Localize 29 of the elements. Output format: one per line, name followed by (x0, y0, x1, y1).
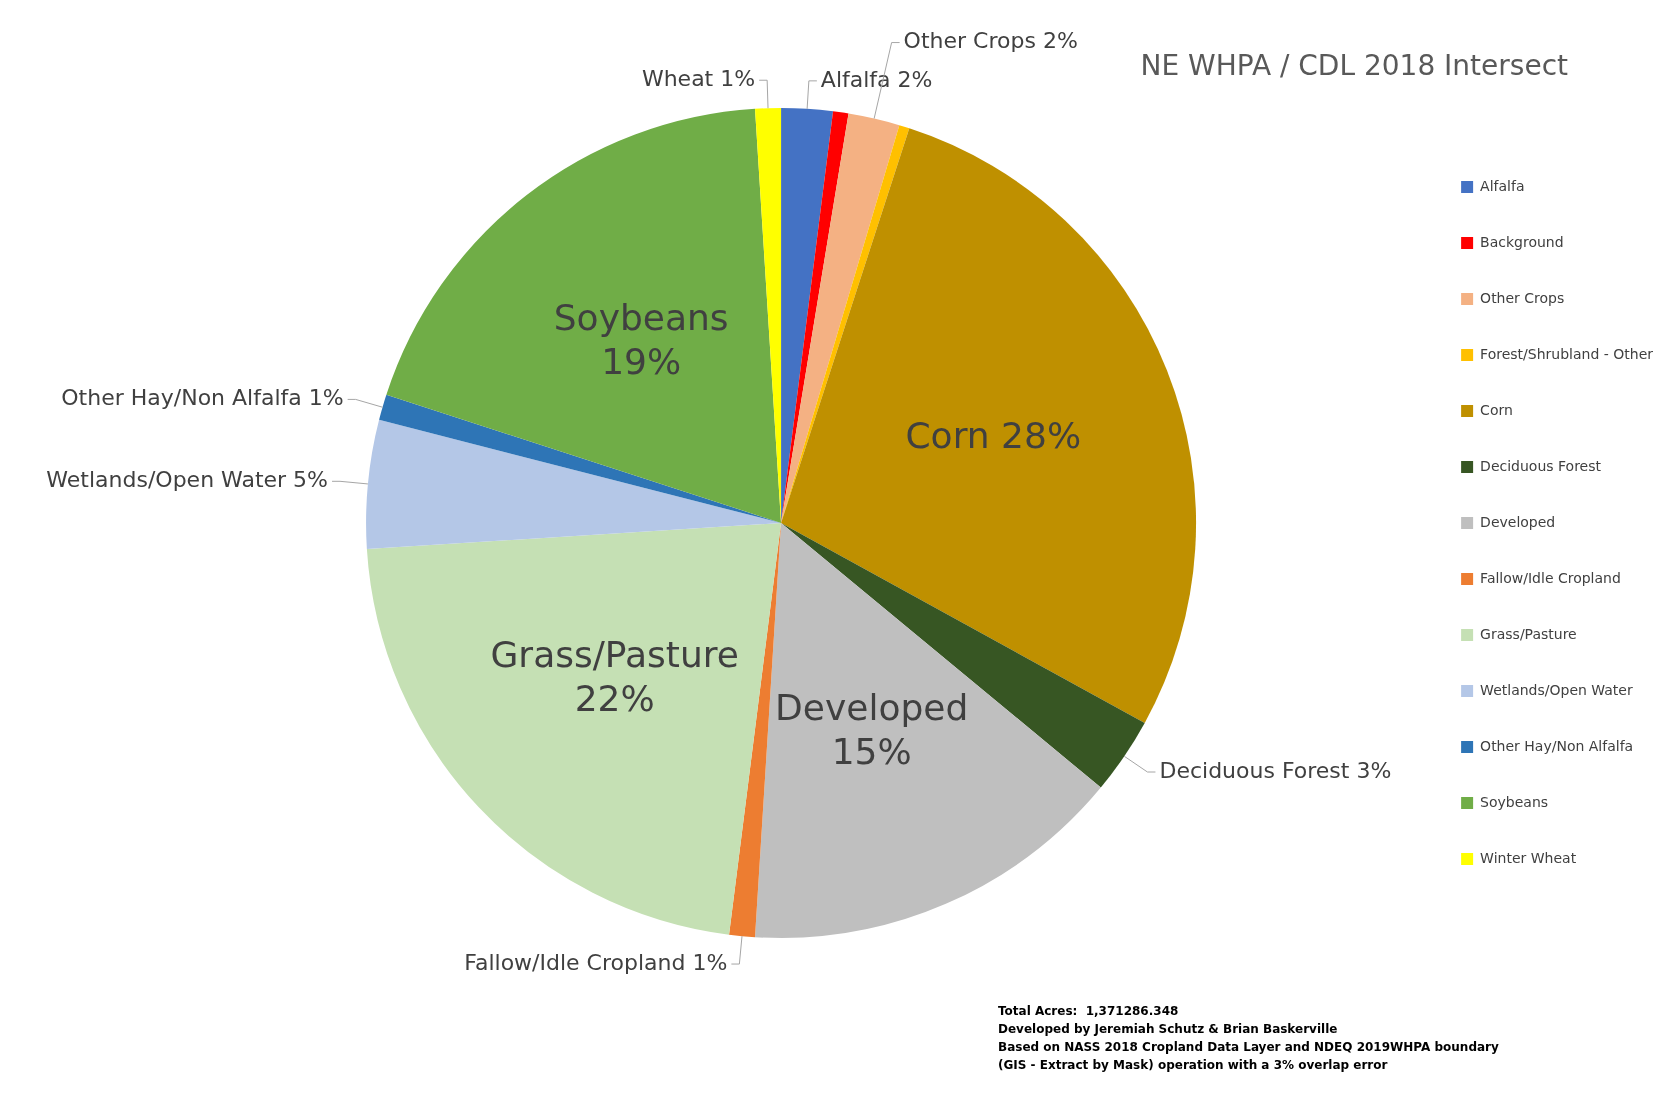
legend-label: Other Hay/Non Alfalfa (1480, 737, 1634, 754)
data-label: Grass/Pasture 22% (490, 633, 739, 719)
text: Developed by Jeremiah Schutz & Brian Baskerville (998, 1022, 1338, 1037)
data-label: Soybeans 19% (553, 297, 729, 383)
legend-label: Forest/Shrubland - Other (1480, 345, 1654, 362)
legend-label: Soybeans (1480, 793, 1549, 810)
legend-label: Fallow/Idle Cropland (1480, 569, 1621, 586)
text: (GIS - Extract by Mask) operation with a 3% overlap error (998, 1058, 1388, 1073)
data-label: Other Hay/Non Alfalfa 1% (61, 385, 344, 411)
legend-label: Wetlands/Open Water (1480, 681, 1633, 698)
data-label: Corn 28% (905, 415, 1082, 457)
legend-label: Other Crops (1480, 289, 1565, 306)
legend-label: Developed (1480, 513, 1556, 530)
text: Based on NASS 2018 Cropland Data Layer and NDEQ 2019WHPA boundary (998, 1040, 1500, 1055)
legend-label: Corn (1480, 401, 1513, 418)
legend-label: Winter Wheat (1480, 849, 1577, 866)
data-label: Deciduous Forest 3% (1159, 757, 1392, 783)
data-label: Alfalfa 2% (820, 66, 933, 92)
text: Total Acres: 1,371286.348 (998, 1004, 1179, 1019)
legend-label: Grass/Pasture (1480, 625, 1577, 642)
data-label: Wheat 1% (641, 65, 756, 91)
data-label: Wetlands/Open Water 5% (46, 467, 329, 493)
data-label: Other Crops 2% (903, 28, 1078, 54)
legend-label: Deciduous Forest (1480, 457, 1602, 474)
legend-label: Background (1480, 233, 1564, 250)
data-label: Developed 15% (775, 686, 969, 772)
data-label: Fallow/Idle Cropland 1% (464, 949, 728, 975)
text: NE WHPA / CDL 2018 Intersect (1140, 49, 1569, 83)
legend-label: Alfalfa (1480, 177, 1525, 194)
